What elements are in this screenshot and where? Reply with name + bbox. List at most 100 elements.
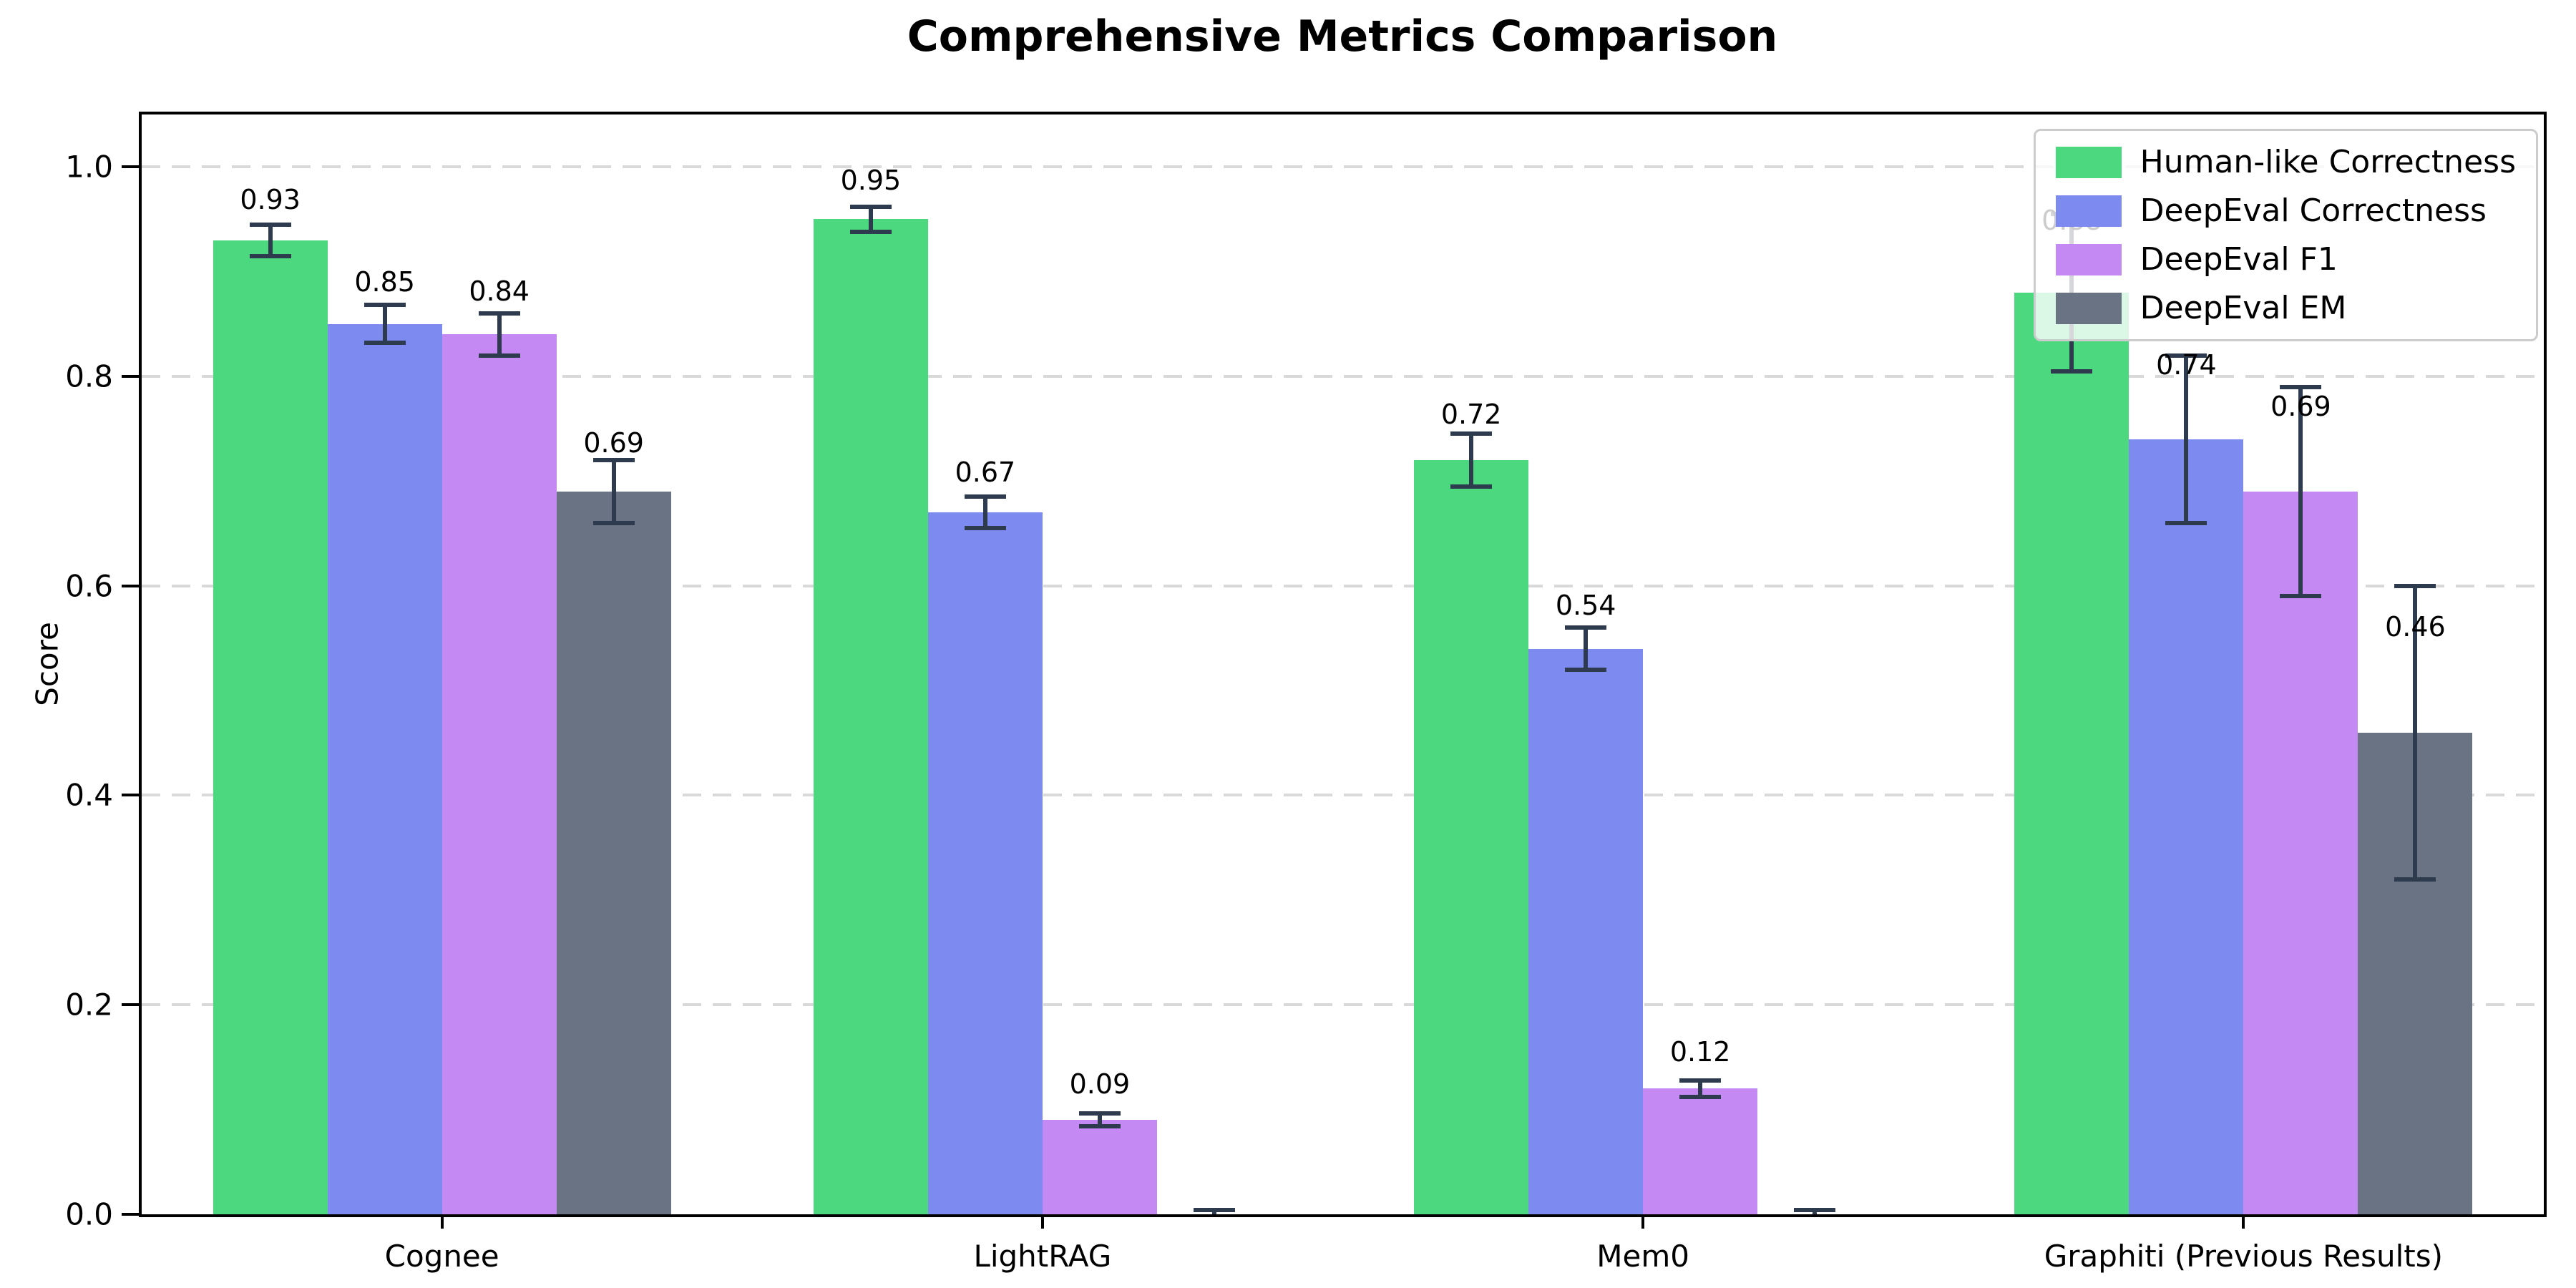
y-tick-label-1.0: 1.0	[65, 149, 113, 185]
error-cap-bottom-deepeval_f1-1	[478, 353, 520, 358]
legend-item-deepeval_correctness: DeepEval Correctness	[2055, 192, 2516, 229]
legend: Human-like Correctness DeepEval Correctne…	[2033, 129, 2538, 341]
legend-label-deepeval_correctness: DeepEval Correctness	[2140, 192, 2487, 229]
error-cap-bottom-human_like_correctness-4	[2051, 369, 2093, 374]
y-tick-mark-1.0	[122, 165, 139, 169]
error-cap-top-deepeval_em-1	[592, 458, 635, 463]
y-tick-mark-0.2	[122, 1003, 139, 1007]
error-cap-bottom-deepeval_f1-3	[1679, 1095, 1722, 1100]
error-bar-deepeval_em-1	[611, 460, 616, 523]
error-cap-bottom-deepeval_correctness-2	[964, 526, 1006, 531]
error-cap-bottom-deepeval_f1-2	[1078, 1124, 1121, 1129]
error-bar-deepeval_correctness-4	[2184, 355, 2189, 523]
x-tick-mark-3	[1641, 1214, 1645, 1229]
value-label-deepeval_em-4: 0.46	[2385, 610, 2446, 643]
y-tick-mark-0.0	[122, 1213, 139, 1216]
value-label-deepeval_em-1: 0.69	[583, 427, 644, 459]
error-bar-human_like_correctness-3	[1469, 434, 1474, 487]
error-bar-human_like_correctness-2	[868, 206, 873, 232]
gridline-0.8	[142, 374, 2544, 378]
y-tick-mark-0.8	[122, 374, 139, 378]
error-cap-bottom-deepeval_correctness-3	[1565, 667, 1607, 672]
bar-deepeval_correctness-1	[327, 323, 442, 1214]
value-label-deepeval_f1-1: 0.84	[469, 275, 530, 308]
error-cap-top-deepeval_correctness-3	[1565, 625, 1607, 630]
error-cap-top-human_like_correctness-1	[249, 222, 291, 227]
error-bar-deepeval_correctness-1	[382, 305, 387, 343]
value-label-human_like_correctness-1: 0.93	[240, 184, 301, 216]
x-tick-label-2: LightRAG	[973, 1239, 1112, 1274]
error-cap-top-deepeval_em-3	[1794, 1208, 1836, 1213]
value-label-deepeval_f1-4: 0.69	[2270, 391, 2331, 423]
x-tick-mark-1	[440, 1214, 444, 1229]
error-cap-bottom-deepeval_em-4	[2394, 877, 2436, 882]
bar-deepeval_f1-4	[2243, 491, 2358, 1214]
value-label-human_like_correctness-2: 0.95	[840, 165, 902, 197]
x-tick-label-4: Graphiti (Previous Results)	[2044, 1239, 2444, 1274]
y-tick-label-0.2: 0.2	[65, 987, 113, 1023]
y-tick-label-0.6: 0.6	[65, 568, 113, 604]
bar-human_like_correctness-4	[2014, 292, 2129, 1214]
value-label-deepeval_correctness-4: 0.74	[2156, 348, 2217, 381]
bar-deepeval_em-1	[556, 491, 671, 1214]
error-bar-deepeval_f1-4	[2298, 386, 2303, 597]
error-bar-deepeval_correctness-2	[982, 497, 987, 529]
gridline-0.4	[142, 794, 2544, 797]
legend-swatch-deepeval_correctness	[2055, 195, 2122, 227]
legend-swatch-human_like_correctness	[2055, 146, 2122, 178]
x-tick-label-1: Cognee	[384, 1239, 499, 1274]
chart-title: Comprehensive Metrics Comparison	[907, 11, 1778, 62]
error-bar-deepeval_f1-3	[1698, 1080, 1703, 1098]
x-tick-mark-4	[2242, 1214, 2245, 1229]
legend-swatch-deepeval_f1	[2055, 243, 2122, 275]
error-cap-top-deepeval_correctness-4	[2165, 353, 2207, 358]
error-cap-top-deepeval_em-2	[1193, 1208, 1235, 1213]
bar-human_like_correctness-1	[213, 240, 328, 1214]
legend-label-human_like_correctness: Human-like Correctness	[2140, 144, 2516, 180]
error-bar-deepeval_correctness-3	[1584, 628, 1589, 670]
y-tick-mark-0.4	[122, 794, 139, 797]
value-label-deepeval_correctness-3: 0.54	[1555, 590, 1616, 622]
x-tick-mark-2	[1040, 1214, 1044, 1229]
bar-human_like_correctness-2	[813, 219, 928, 1214]
error-cap-bottom-deepeval_em-1	[592, 520, 635, 525]
error-cap-bottom-deepeval_correctness-4	[2165, 520, 2207, 525]
error-cap-top-human_like_correctness-2	[849, 204, 892, 209]
error-cap-bottom-deepeval_f1-4	[2280, 594, 2322, 599]
legend-label-deepeval_f1: DeepEval F1	[2140, 241, 2338, 278]
error-cap-bottom-human_like_correctness-2	[849, 229, 892, 234]
error-cap-bottom-human_like_correctness-1	[249, 253, 291, 258]
error-bar-deepeval_f1-2	[1097, 1113, 1102, 1127]
plot-area: 0.930.950.720.880.850.670.540.740.840.09…	[65, 114, 2544, 1274]
bar-deepeval_f1-3	[1643, 1088, 1758, 1214]
bar-deepeval_correctness-3	[1528, 648, 1644, 1214]
y-axis-label: Score	[29, 622, 65, 706]
error-cap-top-human_like_correctness-3	[1450, 431, 1493, 436]
legend-item-human_like_correctness: Human-like Correctness	[2055, 144, 2516, 180]
plot-inner: 0.930.950.720.880.850.670.540.740.840.09…	[142, 114, 2544, 1214]
value-label-deepeval_f1-2: 0.09	[1069, 1068, 1131, 1101]
error-cap-top-deepeval_correctness-2	[964, 494, 1006, 499]
value-label-deepeval_f1-3: 0.12	[1669, 1035, 1731, 1068]
y-tick-label-0.8: 0.8	[65, 358, 113, 394]
gridline-1.0	[142, 165, 2544, 169]
bar-human_like_correctness-3	[1414, 460, 1529, 1214]
error-cap-top-deepeval_correctness-1	[364, 303, 406, 308]
gridline-0.6	[142, 584, 2544, 587]
y-tick-label-0.0: 0.0	[65, 1196, 113, 1232]
error-cap-top-deepeval_f1-3	[1679, 1078, 1722, 1083]
error-cap-top-deepeval_f1-2	[1078, 1111, 1121, 1116]
bar-deepeval_correctness-4	[2129, 439, 2244, 1214]
error-cap-top-deepeval_em-4	[2394, 583, 2436, 588]
error-bar-deepeval_em-4	[2413, 585, 2418, 879]
bar-deepeval_f1-1	[441, 334, 557, 1214]
bar-deepeval_f1-2	[1042, 1120, 1157, 1214]
error-bar-deepeval_f1-1	[497, 313, 502, 356]
error-cap-bottom-deepeval_correctness-1	[364, 341, 406, 346]
value-label-deepeval_correctness-2: 0.67	[955, 456, 1016, 488]
bar-deepeval_correctness-2	[927, 512, 1043, 1214]
gridline-0.2	[142, 1003, 2544, 1007]
error-bar-human_like_correctness-1	[268, 224, 273, 256]
legend-label-deepeval_em: DeepEval EM	[2140, 290, 2347, 326]
